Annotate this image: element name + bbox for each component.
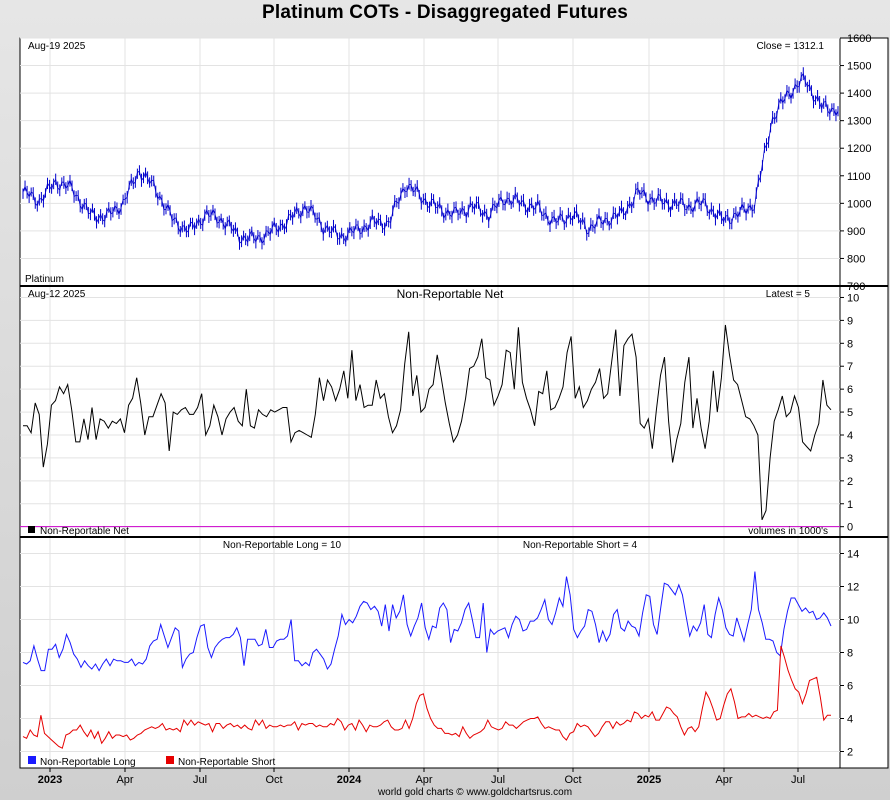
y-tick-label: 1100	[847, 171, 871, 183]
y-tick-label: 10	[847, 292, 859, 304]
y-tick-label: 4	[847, 714, 853, 726]
y-tick-label: 1600	[847, 33, 871, 45]
y-tick-label: 1300	[847, 116, 871, 128]
y-tick-label: 7	[847, 361, 853, 373]
x-tick-label: Jul	[491, 774, 505, 786]
long-legend-label: Non-Reportable Long	[40, 757, 136, 768]
x-tick-label: Apr	[116, 774, 133, 786]
y-tick-label: 9	[847, 315, 853, 327]
price-close-label: Close = 1312.1	[756, 41, 824, 52]
y-tick-label: 8	[847, 338, 853, 350]
price-name-label: Platinum	[25, 274, 64, 285]
x-tick-label: Jul	[193, 774, 207, 786]
y-tick-label: 2	[847, 747, 853, 759]
y-tick-label: 800	[847, 253, 865, 265]
footer-credit: world gold charts © www.goldchartsrus.co…	[377, 787, 572, 798]
short-latest-label: Non-Reportable Short = 4	[523, 540, 638, 551]
long-legend-swatch	[28, 756, 36, 764]
net-legend-swatch	[28, 526, 35, 533]
volumes-note: volumes in 1000's	[748, 526, 828, 537]
y-tick-label: 3	[847, 453, 853, 465]
price-line	[22, 72, 839, 245]
net-series-line	[23, 324, 832, 520]
x-tick-label: 2023	[38, 774, 62, 786]
y-tick-label: 6	[847, 681, 853, 693]
net-latest-label: Latest = 5	[766, 289, 811, 300]
y-tick-label: 6	[847, 384, 853, 396]
net-date-label: Aug-12 2025	[28, 289, 86, 300]
y-tick-label: 4	[847, 430, 853, 442]
y-tick-label: 5	[847, 407, 853, 419]
y-tick-label: 900	[847, 226, 865, 238]
y-tick-label: 2	[847, 476, 853, 488]
net-legend-label: Non-Reportable Net	[40, 526, 129, 537]
y-tick-label: 10	[847, 615, 859, 627]
y-axis-strip	[839, 37, 889, 769]
y-tick-label: 14	[847, 549, 859, 561]
y-tick-label: 8	[847, 648, 853, 660]
price-date-label: Aug-19 2025	[28, 41, 86, 52]
y-tick-label: 1	[847, 499, 853, 511]
y-tick-label: 12	[847, 582, 859, 594]
short-legend-label: Non-Reportable Short	[178, 757, 275, 768]
y-tick-label: 1500	[847, 61, 871, 73]
x-tick-label: Oct	[265, 774, 282, 786]
short-series-line	[22, 645, 831, 749]
y-tick-label: 1000	[847, 198, 871, 210]
chart-title: Platinum COTs - Disaggregated Futures	[262, 2, 628, 23]
plot-area	[19, 37, 841, 769]
long-series-line	[22, 571, 832, 672]
x-tick-label: 2025	[637, 774, 661, 786]
long-latest-label: Non-Reportable Long = 10	[223, 540, 342, 551]
y-tick-label: 1400	[847, 88, 871, 100]
net-panel-title: Non-Reportable Net	[397, 287, 504, 301]
x-tick-label: Jul	[791, 774, 805, 786]
x-tick-label: Apr	[415, 774, 432, 786]
y-tick-label: 0	[847, 522, 853, 534]
short-legend-swatch	[166, 756, 174, 764]
x-tick-label: 2024	[337, 774, 362, 786]
x-tick-label: Oct	[564, 774, 581, 786]
x-tick-label: Apr	[715, 774, 732, 786]
y-tick-label: 1200	[847, 143, 871, 155]
